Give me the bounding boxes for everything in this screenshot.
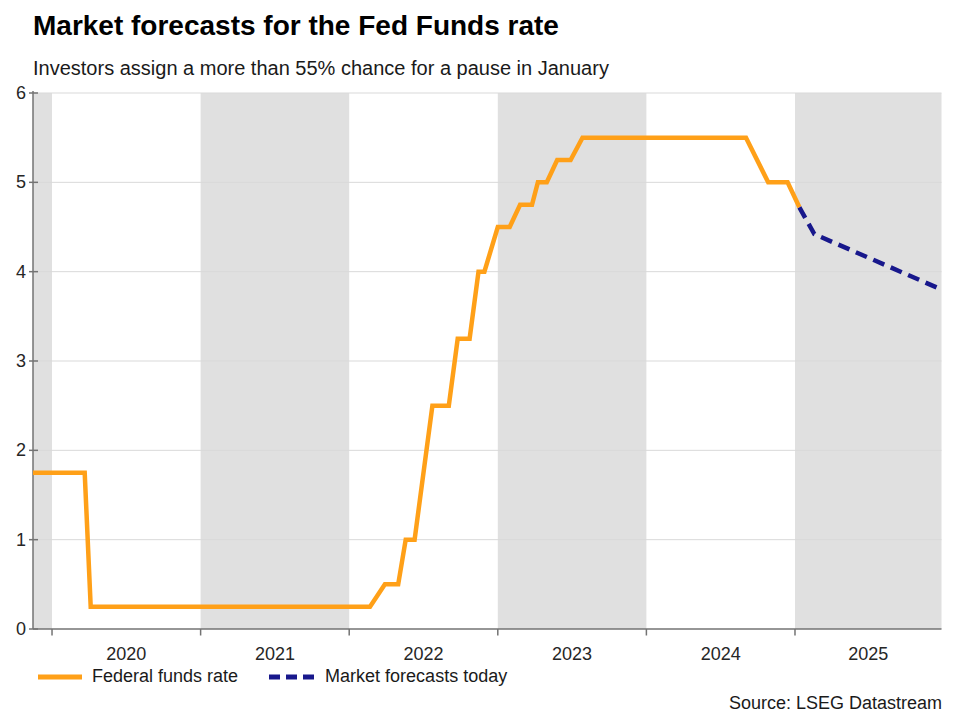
y-tick-label: 5: [16, 172, 26, 192]
legend-label-federal-funds-rate: Federal funds rate: [92, 666, 238, 687]
federal-funds-rate-line: [33, 138, 799, 607]
legend-item-federal-funds-rate: Federal funds rate: [37, 666, 238, 687]
x-tick-label: 2021: [255, 644, 295, 664]
x-tick-label: 2024: [701, 644, 741, 664]
legend-item-market-forecasts: Market forecasts today: [268, 666, 507, 687]
x-tick-label: 2022: [403, 644, 443, 664]
legend: Federal funds rate Market forecasts toda…: [37, 666, 507, 687]
y-tick-label: 1: [16, 530, 26, 550]
plot-canvas: 0 1 2 3 4 5 6 2020 2021 2022 2023 2024 2025: [0, 0, 960, 666]
x-tick-label: 2023: [552, 644, 592, 664]
y-tick-label: 4: [16, 262, 26, 282]
solid-line-swatch-icon: [37, 673, 83, 681]
x-tick-label: 2020: [106, 644, 146, 664]
y-tick-label: 2: [16, 440, 26, 460]
y-tick-label: 6: [16, 83, 26, 103]
fed-funds-forecast-figure: Market forecasts for the Fed Funds rate …: [0, 0, 960, 720]
source-credit: Source: LSEG Datastream: [729, 693, 942, 714]
y-tick-label: 0: [16, 619, 26, 639]
dashed-line-swatch-icon: [268, 673, 316, 681]
legend-label-market-forecasts: Market forecasts today: [325, 666, 507, 687]
y-tick-label: 3: [16, 351, 26, 371]
x-tick-label: 2025: [848, 644, 888, 664]
